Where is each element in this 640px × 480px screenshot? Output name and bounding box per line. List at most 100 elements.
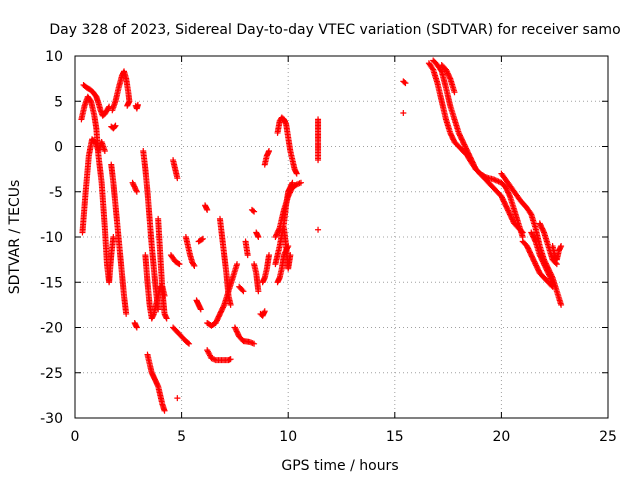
data-point (227, 301, 234, 308)
data-point (506, 191, 513, 198)
data-point (401, 79, 408, 86)
data-point (112, 122, 119, 129)
data-point (558, 243, 565, 250)
data-point (176, 261, 183, 268)
series-arc-35 (272, 179, 304, 240)
data-point (276, 226, 283, 233)
series-arc-15 (167, 252, 183, 268)
series-arc-09 (131, 319, 140, 331)
series-arc-28 (248, 206, 258, 215)
data-point (186, 340, 193, 347)
series-arc-39 (315, 116, 322, 164)
data-point (429, 65, 436, 72)
grid (75, 56, 608, 418)
data-point (197, 306, 204, 313)
data-point (251, 208, 258, 215)
data-point (124, 102, 131, 109)
series-arc-26 (236, 283, 247, 295)
data-point (266, 252, 273, 259)
x-tick-label: 10 (279, 429, 297, 445)
data-point (234, 261, 241, 268)
series-arc-21 (202, 202, 211, 213)
series-arc-07 (132, 101, 141, 112)
series-arc-32 (259, 252, 273, 286)
data-point (240, 288, 247, 295)
x-tick-label: 15 (386, 429, 404, 445)
data-point (315, 226, 322, 233)
y-tick-label: -30 (40, 411, 63, 427)
data-point (287, 252, 294, 259)
data-point (105, 104, 112, 111)
series-arc-33 (261, 148, 273, 168)
data-point (174, 175, 181, 182)
data-point (250, 207, 257, 214)
data-point (163, 315, 170, 322)
series-arc-44 (430, 57, 526, 240)
data-point (239, 287, 246, 294)
series-arc-02 (78, 93, 117, 286)
series-arc-24 (216, 215, 234, 308)
y-tick-label: 5 (54, 94, 63, 110)
data-point (251, 340, 258, 347)
data-point (87, 97, 94, 104)
data-point (249, 340, 256, 347)
y-axis-label: SDTVAR / TECUs (7, 180, 23, 295)
series-arc-37 (274, 114, 300, 177)
series-arc-40 (315, 226, 322, 233)
data-point (400, 110, 407, 117)
series-arc-16 (170, 324, 193, 347)
x-tick-label: 0 (71, 429, 80, 445)
data-point (227, 356, 234, 363)
data-point (198, 236, 205, 243)
y-tick-label: 10 (45, 49, 63, 65)
series-arc-08 (129, 179, 140, 195)
data-point (248, 339, 255, 346)
series-arc-41 (400, 78, 409, 87)
x-tick-label: 25 (599, 429, 617, 445)
data-point (106, 103, 113, 110)
x-tick-label: 5 (177, 429, 186, 445)
series-arc-30 (253, 229, 262, 240)
data-point (133, 188, 140, 195)
series-arc-22 (204, 261, 241, 329)
series-arc-25 (231, 324, 258, 347)
y-tick-label: 0 (54, 140, 63, 156)
x-axis-label: GPS time / hours (281, 458, 398, 474)
series-arc-03 (80, 81, 113, 119)
series-arc-48 (528, 229, 556, 286)
data-point (540, 228, 547, 235)
data-point (184, 339, 191, 346)
data-point (255, 288, 262, 295)
data-point (111, 123, 118, 130)
data-point (549, 279, 556, 286)
series-arc-17 (174, 395, 181, 402)
series-arc-06 (108, 122, 119, 132)
data-point (293, 170, 300, 177)
axis-ticks: 0 5 10 15 20 25 -30 -25 -20 -15 -10 -5 0 5 10 (40, 49, 617, 445)
data-point (190, 261, 197, 268)
series-arc-38 (280, 224, 294, 272)
series-arc-04 (108, 161, 130, 317)
data-point (548, 277, 555, 284)
series-arc-23 (204, 347, 234, 364)
data-point (402, 80, 409, 87)
data-point (255, 234, 262, 240)
y-tick-label: -5 (49, 185, 63, 201)
data-point (451, 89, 458, 96)
series-arc-19 (193, 297, 204, 313)
data-point (558, 301, 565, 308)
series-arc-05 (109, 68, 133, 114)
series-arc-27 (242, 238, 251, 259)
series-arc-43 (425, 60, 526, 236)
data-point (161, 407, 168, 414)
data-point (204, 206, 211, 213)
data-point (133, 324, 140, 331)
series-arc-20 (195, 235, 206, 245)
series-arc-12 (144, 351, 168, 414)
data-point (244, 252, 251, 259)
series-arc-49 (536, 220, 560, 268)
data-point (101, 148, 108, 155)
y-tick-label: -20 (40, 321, 63, 337)
series-arc-14 (170, 157, 181, 182)
